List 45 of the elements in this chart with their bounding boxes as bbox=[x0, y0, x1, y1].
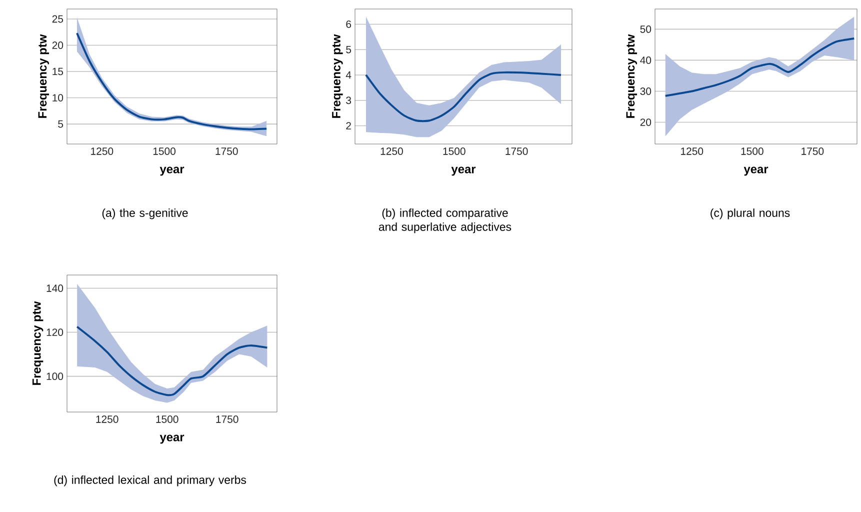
x-tick-label: 1500 bbox=[443, 148, 466, 155]
y-axis-title: Frequency ptw bbox=[32, 301, 44, 385]
line-series bbox=[76, 32, 268, 130]
y-tick-label: 3 bbox=[346, 96, 352, 104]
x-tick-label: 1500 bbox=[156, 416, 178, 423]
line-series bbox=[76, 326, 268, 396]
x-axis-title: year bbox=[160, 434, 184, 444]
y-tick-label: 10 bbox=[52, 94, 64, 102]
line-series bbox=[364, 71, 562, 122]
y-tick-label: 40 bbox=[640, 56, 652, 64]
x-tick-label: 1250 bbox=[96, 416, 118, 423]
y-tick-label: 5 bbox=[346, 46, 352, 54]
y-tick-label: 2 bbox=[346, 122, 351, 130]
x-tick-label: 1750 bbox=[506, 148, 528, 155]
y-tick-label: 140 bbox=[46, 284, 64, 292]
x-axis-title: year bbox=[451, 166, 476, 176]
y-axis-title: Frequency ptw bbox=[38, 34, 49, 118]
y-tick-label: 25 bbox=[52, 15, 64, 23]
text: (d) inflected lexical and primary verbs bbox=[54, 476, 246, 486]
x-axis-title: year bbox=[744, 166, 768, 176]
x-axis-title: year bbox=[160, 166, 184, 176]
x-tick-label: 1500 bbox=[153, 148, 176, 155]
text: (c) plural nouns bbox=[710, 208, 790, 220]
x-tick-label: 1750 bbox=[802, 148, 824, 155]
x-tick-label: 1750 bbox=[216, 416, 238, 423]
text: (a) the s-genitive bbox=[102, 208, 188, 220]
y-tick-label: 20 bbox=[52, 42, 64, 49]
y-tick-label: 5 bbox=[58, 120, 64, 128]
y-tick-label: 30 bbox=[640, 88, 652, 95]
y-tick-label: 4 bbox=[346, 71, 352, 79]
y-tick-label: 50 bbox=[640, 25, 652, 33]
x-tick-label: 1250 bbox=[681, 148, 704, 155]
y-tick-label: 120 bbox=[46, 328, 64, 336]
x-tick-label: 1750 bbox=[216, 148, 238, 155]
y-tick-label: 100 bbox=[46, 372, 64, 380]
x-tick-label: 1500 bbox=[741, 148, 764, 155]
x-tick-label: 1250 bbox=[380, 148, 403, 155]
y-axis-title: Frequency ptw bbox=[626, 34, 637, 118]
y-axis-title: Frequency ptw bbox=[332, 34, 343, 118]
line-series bbox=[664, 37, 856, 97]
x-tick-label: 1250 bbox=[91, 148, 114, 155]
y-tick-label: 20 bbox=[640, 118, 652, 126]
text: (b) inflected comparative and superlative adjectives bbox=[378, 208, 512, 234]
y-tick-label: 15 bbox=[52, 68, 64, 76]
y-tick-label: 6 bbox=[346, 20, 352, 28]
